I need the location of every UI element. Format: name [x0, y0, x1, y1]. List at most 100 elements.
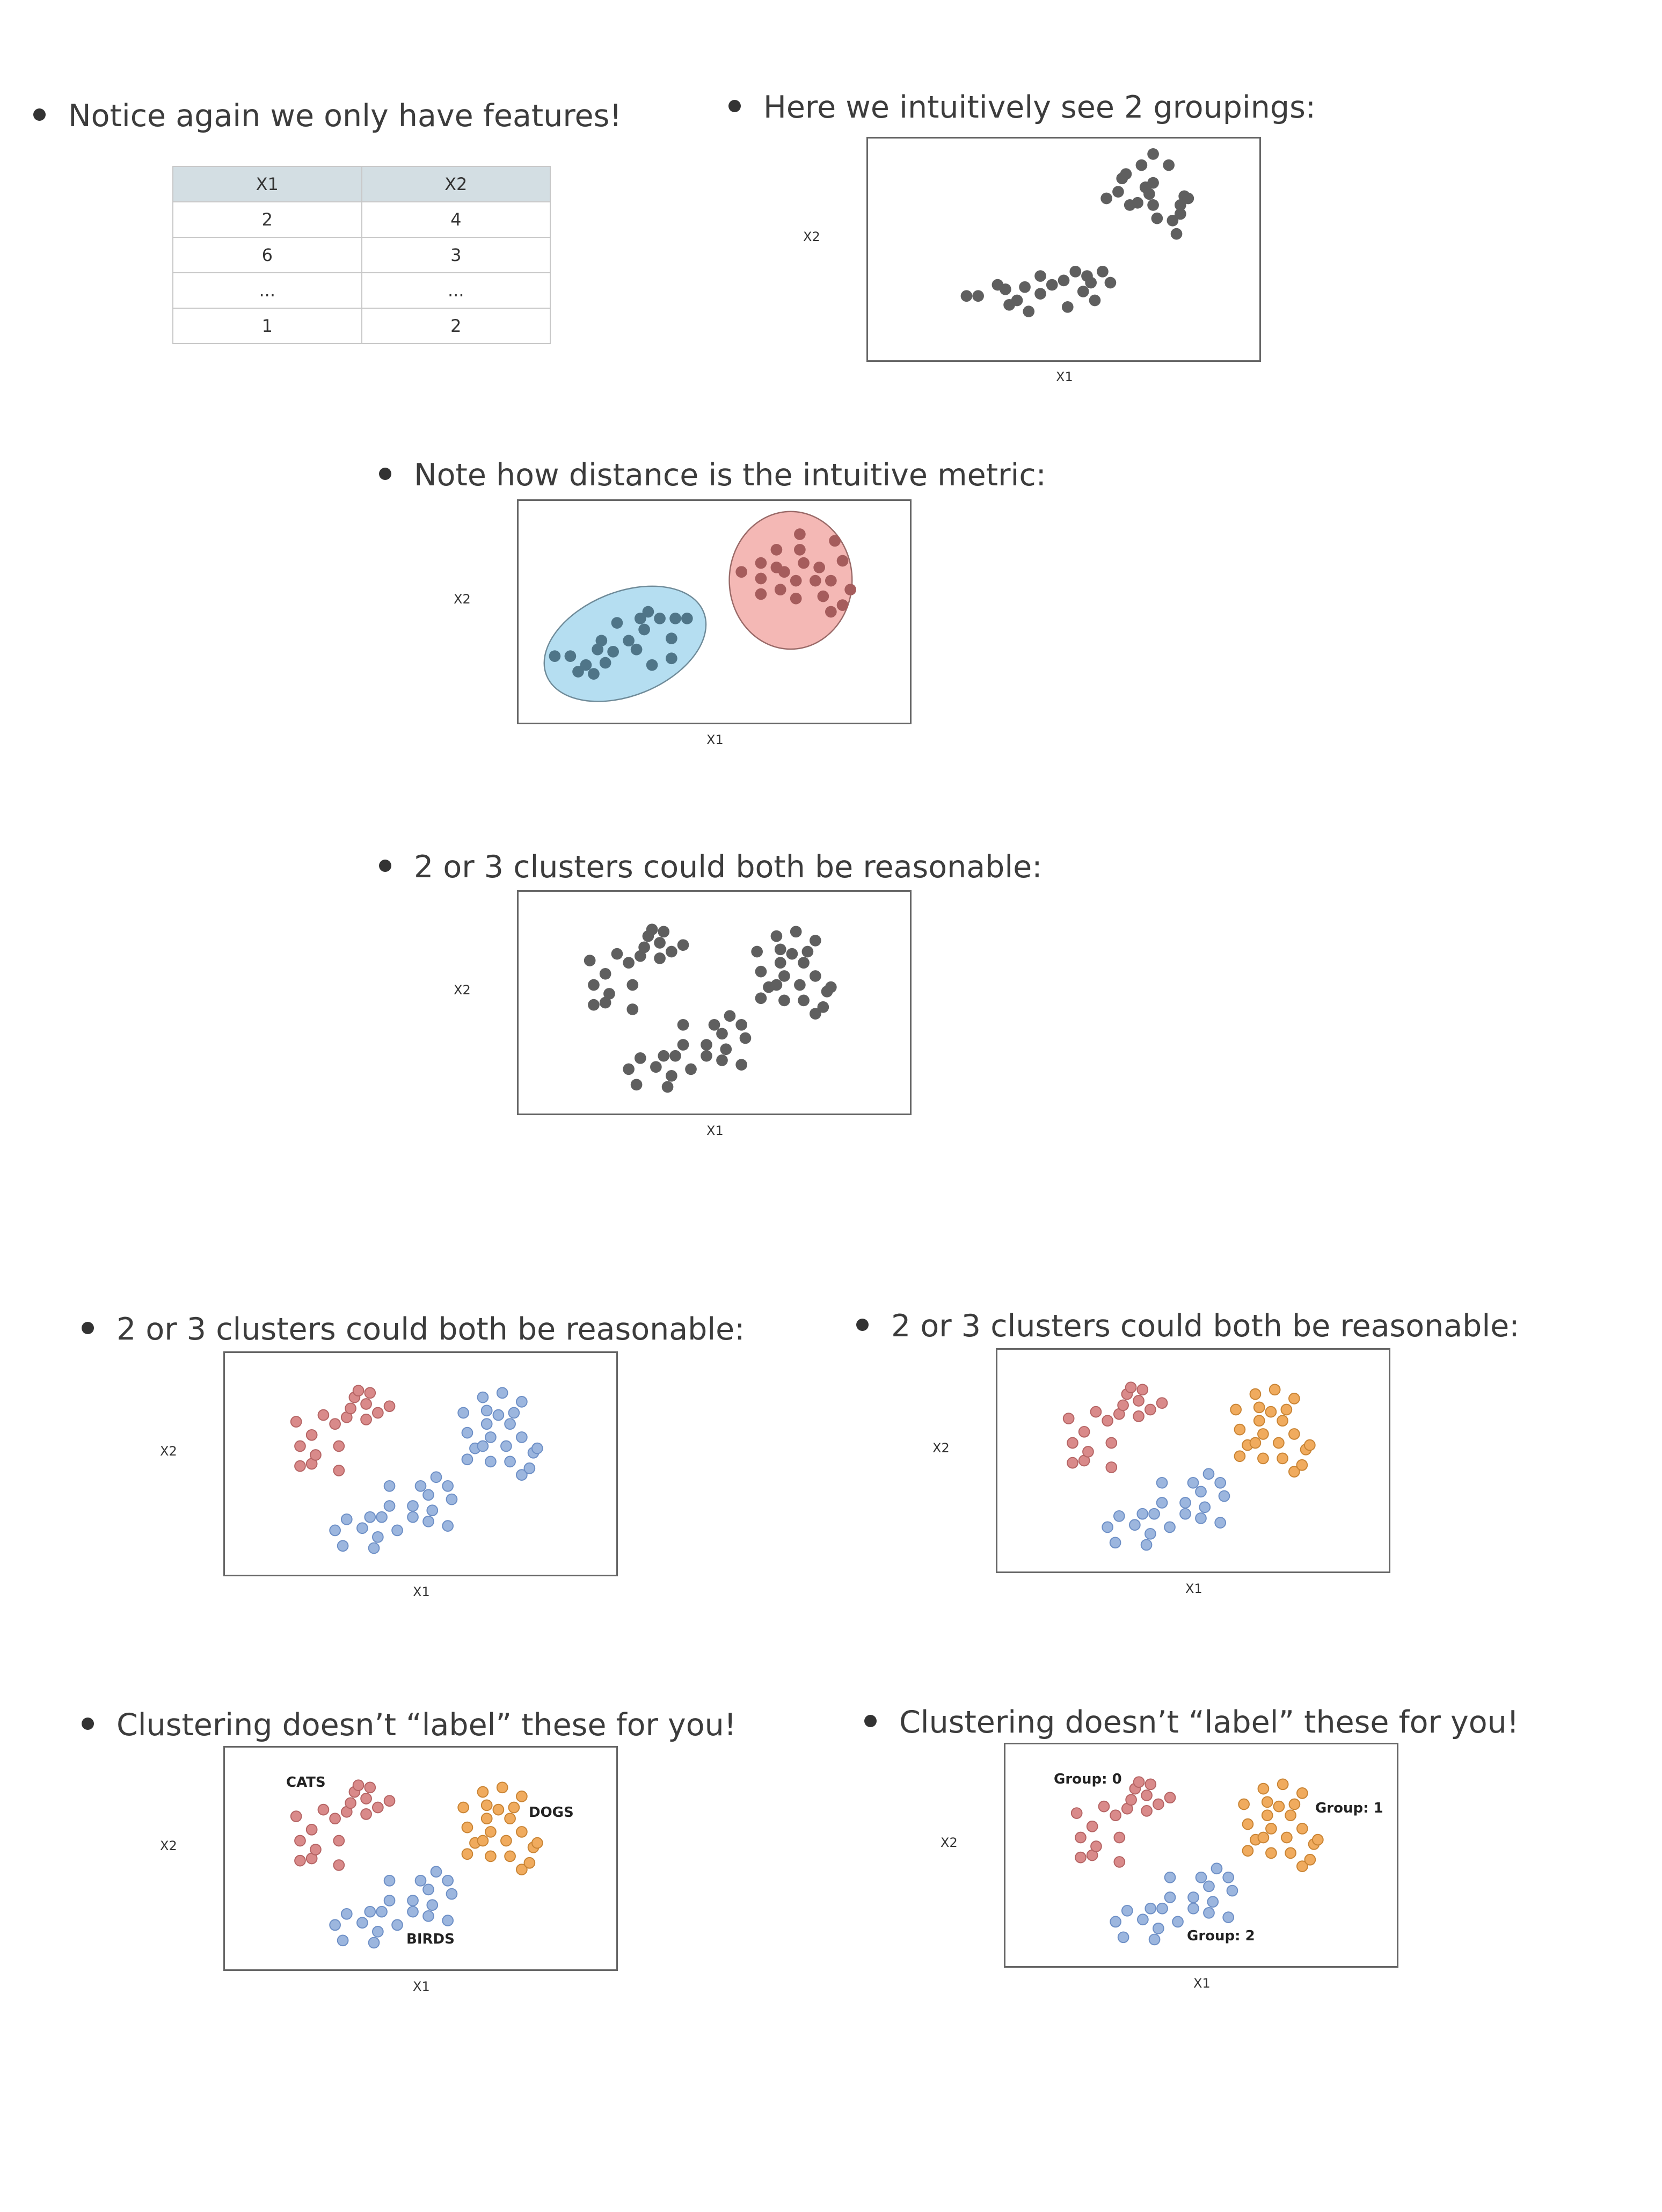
scatter-point: [658, 926, 670, 938]
scatter-point: [1098, 1800, 1110, 1813]
feature-table: X1 X2 2 4 6 3 ... ... 1 2: [172, 166, 551, 344]
scatter-point: [810, 574, 821, 587]
x-axis-label: X1: [706, 1123, 724, 1138]
scatter-point: [340, 1908, 353, 1920]
scatter-point: [1257, 1831, 1270, 1844]
scatter-point: [333, 1835, 345, 1847]
scatter-point: [770, 930, 783, 942]
scatter-point: [825, 981, 837, 993]
scatter-point: [654, 952, 666, 964]
scatter-point: [442, 1915, 454, 1926]
scatter-point: [1207, 1896, 1219, 1908]
scatter-point: [708, 1018, 720, 1031]
scatter-point: [626, 1003, 639, 1015]
scatter-point: [1151, 212, 1163, 224]
scatter-point: [477, 1786, 489, 1798]
scatter-point: [1061, 301, 1074, 313]
scatter-point: [1069, 265, 1082, 278]
scatter-point: [1078, 1425, 1090, 1438]
scatter-point: [1203, 1880, 1215, 1893]
bullet-dot: [864, 1714, 877, 1727]
scatter-point: [623, 1063, 635, 1075]
scatter-point: [1187, 1891, 1199, 1903]
scatter-point: [290, 1416, 302, 1428]
scatter-point: [623, 635, 635, 647]
y-axis-label: X2: [160, 1838, 177, 1853]
scatter-point: [294, 1440, 306, 1452]
scatter-point: [508, 1801, 520, 1814]
scatter-point: [1148, 1508, 1160, 1520]
scatter-point: [422, 1515, 434, 1527]
scatter-point: [422, 1489, 434, 1501]
scatter-point: [1125, 1381, 1137, 1394]
bullet-dot: [379, 467, 391, 480]
table-cell: ...: [172, 272, 362, 309]
scatter-point: [599, 996, 611, 1009]
scatter-point: [1253, 1401, 1265, 1414]
scatter-point: [661, 1081, 674, 1093]
scatter-point: [798, 557, 810, 569]
scatter-point: [1117, 1931, 1129, 1944]
scatter-point: [658, 1050, 670, 1062]
scatter-point: [1075, 1831, 1087, 1844]
y-axis-label: X2: [454, 983, 471, 998]
scatter-point: [317, 1409, 330, 1421]
scatter-point: [666, 632, 677, 644]
scatter-point: [1156, 1476, 1168, 1489]
scatter-point: [1090, 1840, 1102, 1852]
scatter-point: [333, 1440, 345, 1452]
scatter-point: [1132, 197, 1143, 209]
scatter-point: [516, 1396, 528, 1408]
bullet-dot: [379, 859, 391, 872]
scatter-point: [461, 1453, 473, 1466]
scatter-point: [504, 1813, 516, 1825]
scatter-svg: [543, 511, 856, 702]
scatter-point: [1182, 192, 1194, 205]
x-axis-label: X1: [1193, 1976, 1211, 1991]
scatter-point: [1141, 1805, 1153, 1817]
scatter-point: [778, 994, 790, 1007]
x-axis-label: X1: [413, 1584, 430, 1599]
scatter-point: [1249, 1437, 1262, 1449]
scatter-point: [677, 1018, 689, 1031]
scatter-point: [786, 948, 798, 960]
scatter-point: [701, 1039, 712, 1051]
scatter-point: [376, 1511, 388, 1523]
scatter-point: [1120, 168, 1132, 180]
scatter-point: [1147, 177, 1159, 189]
scatter-point: [523, 1857, 536, 1869]
heading-reasonable-right: 2 or 3 clusters could both be reasonable…: [856, 1311, 1519, 1342]
scatter-point: [1077, 286, 1089, 297]
heading-groupings: Here we intuitively see 2 groupings:: [728, 92, 1316, 123]
scatter-point: [774, 943, 786, 956]
scatter-point: [1280, 1403, 1293, 1416]
scatter-point: [654, 613, 666, 624]
heading-features: Notice again we only have features!: [33, 101, 622, 132]
scatter-point: [1242, 1818, 1254, 1830]
scatter-point: [755, 992, 767, 1005]
scatter-point: [549, 650, 561, 662]
heading-text: Clustering doesn’t “label” these for you…: [899, 1705, 1519, 1740]
scatter-point: [492, 1409, 505, 1421]
scatter-plot-group-labels: Group: 0 Group: 1 Group: 2: [1004, 1743, 1398, 1968]
scatter-point: [333, 1859, 345, 1871]
scatter-point: [1164, 1521, 1176, 1533]
scatter-point: [1170, 228, 1183, 240]
scatter-point: [426, 1899, 439, 1911]
scatter-point: [356, 1917, 368, 1929]
scatter-point: [1133, 1395, 1145, 1407]
table-header-row: X1 X2: [172, 166, 551, 202]
scatter-point: [634, 950, 646, 962]
scatter-point: [391, 1919, 403, 1931]
scatter-point: [626, 979, 639, 991]
scatter-point: [1070, 1807, 1083, 1819]
scatter-point: [794, 979, 806, 991]
scatter-point: [972, 290, 984, 302]
scatter-point: [1257, 1782, 1270, 1795]
scatter-point: [1133, 1776, 1145, 1788]
scatter-point: [685, 1063, 697, 1075]
scatter-point: [829, 535, 841, 547]
scatter-point: [1288, 1798, 1301, 1810]
scatter-point: [1100, 192, 1112, 205]
y-axis-label: X2: [803, 229, 820, 244]
